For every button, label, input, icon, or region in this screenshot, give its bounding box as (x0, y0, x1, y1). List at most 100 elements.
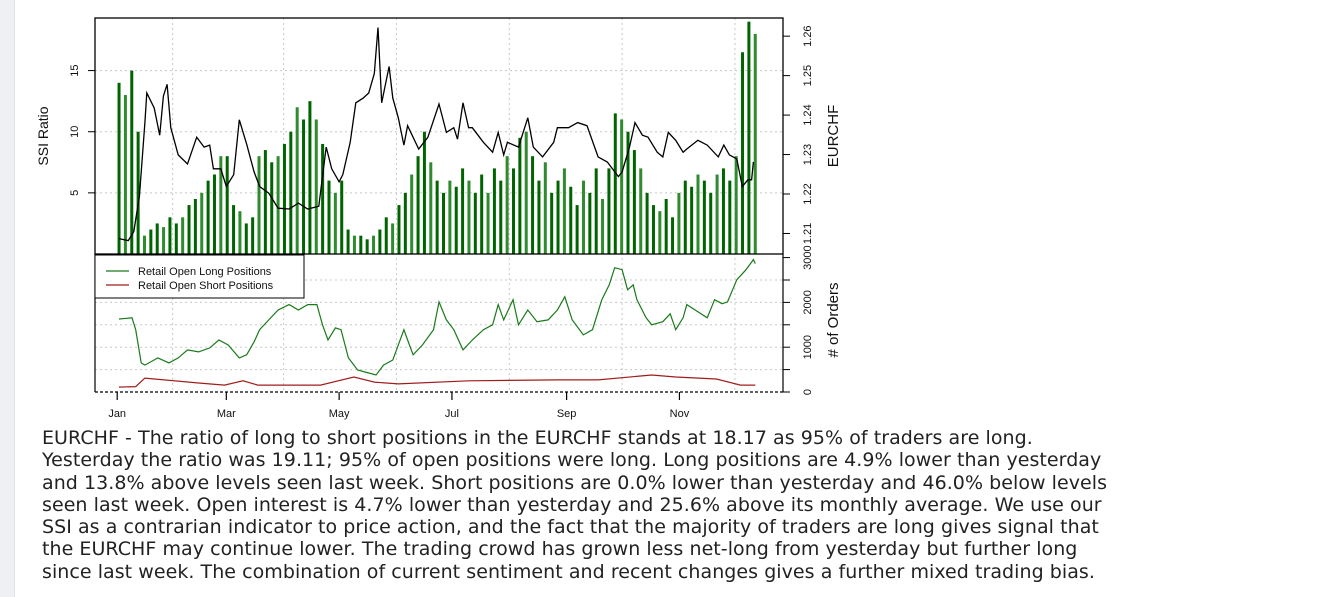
ssi-bar (524, 131, 528, 254)
ssi-bar (448, 180, 452, 254)
ssi-bars (117, 21, 757, 255)
ssi-bar (251, 217, 255, 254)
series-lines (118, 27, 756, 388)
ssi-bar (569, 186, 573, 254)
description-line: seen last week. Open interest is 4.7% lo… (42, 493, 1102, 516)
x-tick-label: Jan (108, 408, 126, 420)
ssi-bar (314, 119, 318, 255)
ssi-bar (728, 180, 732, 254)
orders-tick-label: 2000 (802, 290, 814, 314)
ssi-bar (575, 205, 579, 254)
description-line: since last week. The combination of curr… (42, 560, 1095, 583)
x-tick-label: Nov (670, 408, 690, 420)
x-tick-label: Mar (217, 408, 236, 420)
ssi-bar (200, 192, 204, 254)
ssi-bar (397, 205, 401, 254)
ssi-bar (531, 156, 535, 254)
right-tick-label: 1.22 (802, 183, 814, 204)
ssi-ratio-axis-label: SSI Ratio (35, 106, 51, 165)
ssi-bar (454, 186, 458, 254)
x-tick-label: May (329, 408, 350, 420)
ssi-bar (206, 180, 210, 254)
legend-short-label: Retail Open Short Positions (138, 280, 274, 292)
ssi-bar (359, 235, 363, 254)
ssi-bar (486, 192, 490, 254)
ssi-bar (295, 107, 299, 254)
right-tick-label: 1.24 (802, 104, 814, 125)
ssi-bar (556, 180, 560, 254)
orders-axis-label: # of Orders (825, 282, 842, 357)
ssi-bar (155, 223, 159, 254)
ssi-bar (149, 229, 153, 254)
ssi-bar (645, 192, 649, 254)
ssi-bar (607, 168, 611, 254)
ssi-bar (410, 174, 414, 254)
ssi-bar (365, 239, 369, 254)
ssi-bar (588, 192, 592, 254)
ssi-bar (187, 205, 191, 254)
top-panel-frame (94, 17, 784, 255)
ssi-bar (511, 168, 515, 254)
ssi-bar (232, 205, 236, 254)
right-tick-label: 1.23 (802, 144, 814, 165)
ssi-bar (696, 174, 700, 254)
ssi-bar (257, 156, 261, 254)
ssi-chart: 5 10 15 1.21 1.22 1.23 1.24 1.25 1.26 0 1000 2000 30… (35, 17, 842, 420)
ssi-bar (671, 217, 675, 254)
ssi-bar (594, 168, 598, 254)
ssi-bar (721, 168, 725, 254)
ssi-bar (225, 156, 229, 254)
ssi-bar (162, 227, 166, 254)
left-tick-label: 15 (69, 64, 81, 76)
ssi-bar (639, 168, 643, 254)
ssi-bar (658, 211, 662, 254)
ssi-bar (581, 180, 585, 254)
x-tick-label: Jul (445, 408, 459, 420)
ssi-bar (747, 21, 751, 254)
ssi-bar (168, 217, 172, 254)
ssi-bar (562, 168, 566, 254)
ssi-bar (181, 217, 185, 254)
description-line: the EURCHF may continue lower. The tradi… (42, 538, 1078, 561)
ssi-bar (219, 156, 223, 254)
ssi-bar (346, 229, 350, 254)
ssi-bar (391, 223, 395, 254)
ssi-bar (416, 156, 420, 254)
legend-long-label: Retail Open Long Positions (138, 266, 272, 278)
ssi-bar (435, 180, 439, 254)
ssi-bar (683, 180, 687, 254)
right-tick-label: 1.25 (802, 65, 814, 86)
right-tick-label: 1.21 (802, 223, 814, 244)
left-tick-label: 5 (69, 190, 81, 196)
ssi-bar (690, 186, 694, 254)
ssi-bar (651, 205, 655, 254)
ssi-bar (550, 192, 554, 254)
ssi-bar (473, 192, 477, 254)
ssi-bar (664, 198, 668, 254)
x-tick-label: Sep (557, 408, 577, 420)
ssi-bar (715, 174, 719, 254)
ssi-bar (276, 156, 280, 254)
ssi-bar (270, 162, 274, 254)
description-line: EURCHF - The ratio of long to short posi… (42, 427, 1033, 449)
ssi-bar (123, 95, 127, 254)
ssi-bar (461, 168, 465, 254)
short-positions-line (118, 374, 756, 388)
ssi-bar (505, 156, 509, 254)
ssi-bar (378, 229, 382, 254)
ssi-bar (403, 192, 407, 254)
description-line: SSI as a contrarian indicator to price a… (42, 516, 1099, 539)
ssi-bar (620, 119, 624, 255)
ssi-bar (193, 198, 197, 254)
ssi-bar (244, 223, 248, 254)
ssi-bar (117, 82, 121, 254)
ssi-bar (302, 119, 306, 255)
ssi-bar (142, 235, 146, 254)
ssi-bar (422, 131, 426, 254)
ssi-bar (130, 70, 134, 254)
ssi-bar (518, 137, 522, 254)
sentiment-description: EURCHF - The ratio of long to short posi… (42, 427, 1302, 583)
left-sidebar-strip (0, 0, 15, 597)
description-line: Yesterday the ratio was 19.11; 95% of op… (42, 449, 1102, 472)
ssi-bar (632, 150, 636, 254)
